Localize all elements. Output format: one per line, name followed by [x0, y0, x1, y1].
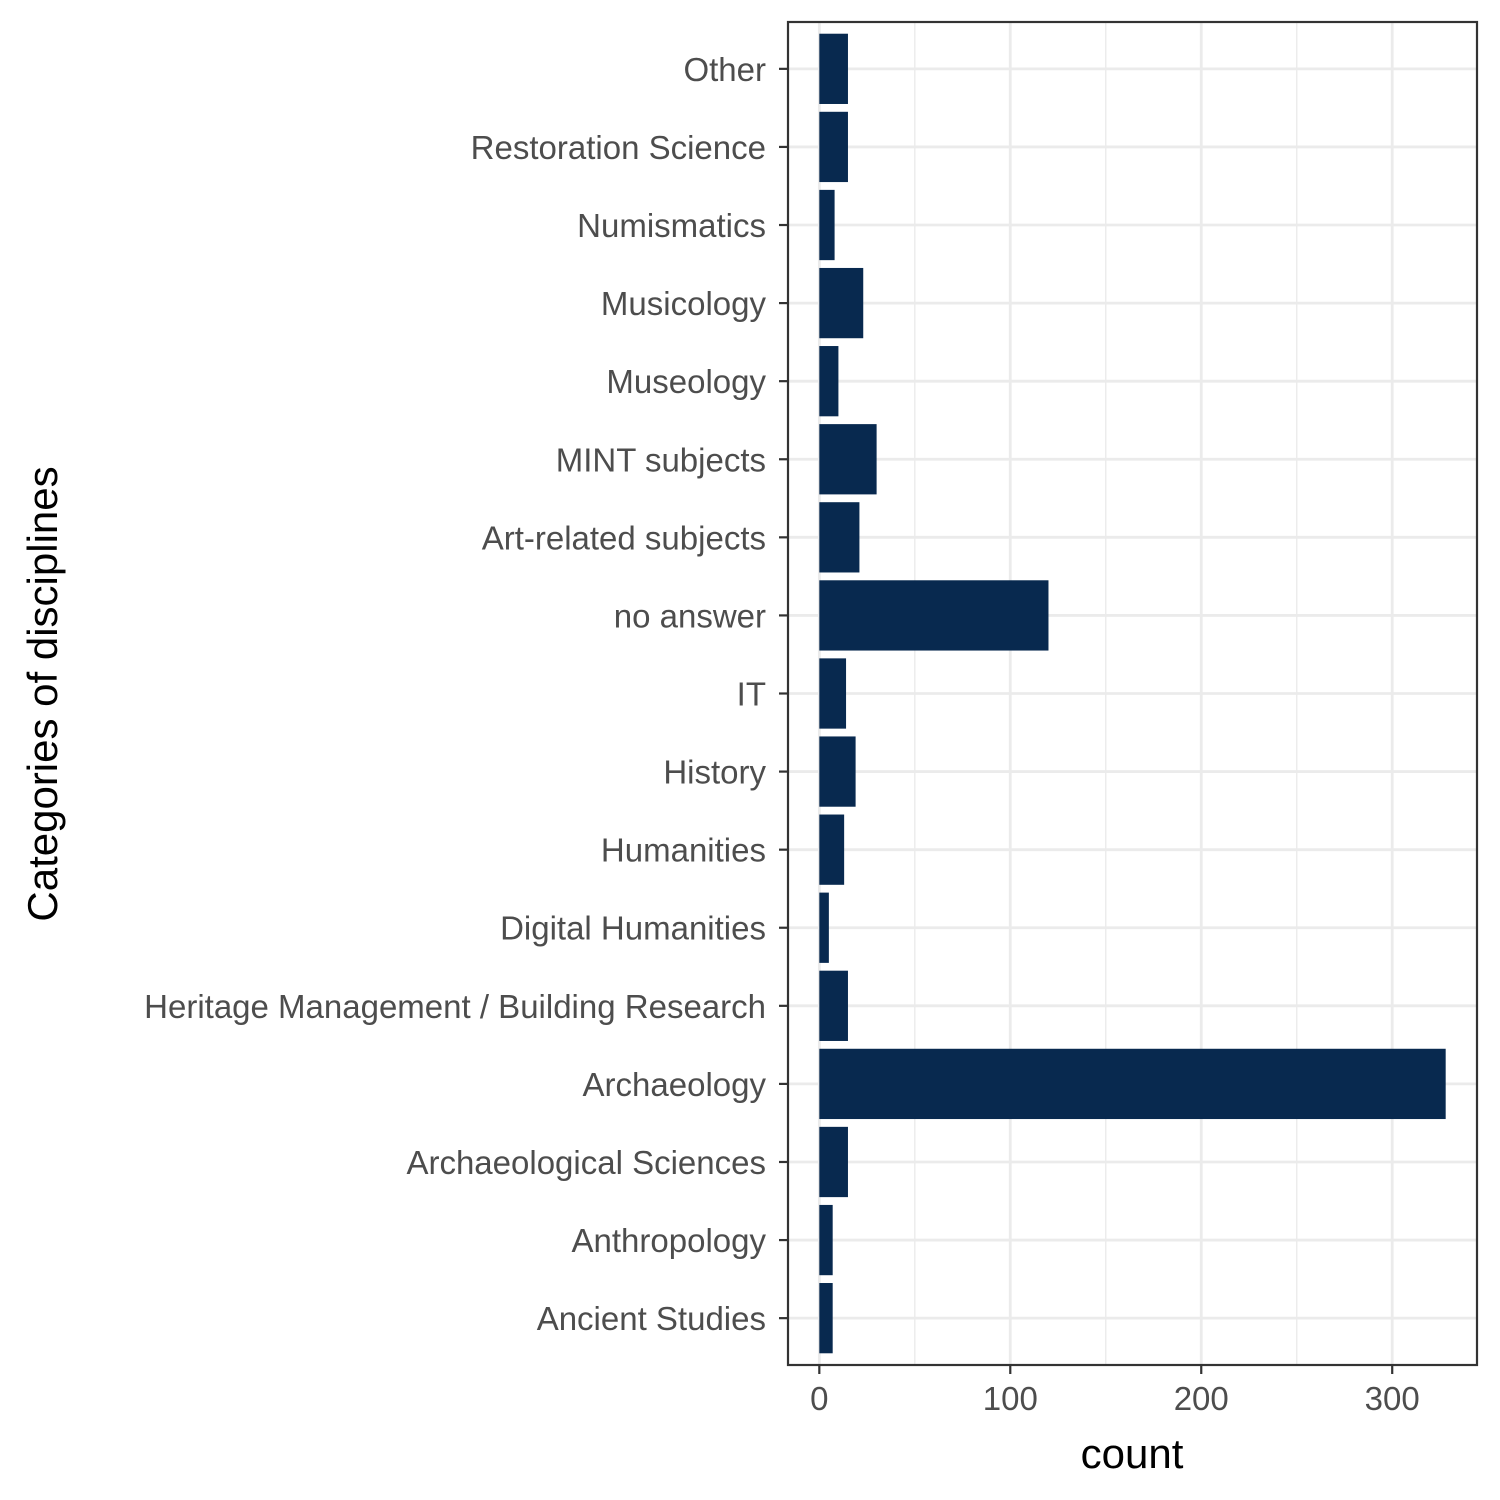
bar	[819, 970, 848, 1041]
x-tick-label: 300	[1365, 1380, 1420, 1417]
y-tick-label: Ancient Studies	[537, 1300, 766, 1337]
bar	[819, 580, 1049, 651]
y-tick-label: Restoration Science	[471, 129, 766, 166]
bar	[819, 1126, 848, 1198]
y-tick-label: Museology	[606, 363, 766, 400]
y-tick-label: IT	[737, 676, 766, 713]
bar	[819, 1283, 833, 1354]
bar	[819, 502, 860, 573]
y-tick-label: Archaeology	[583, 1066, 767, 1103]
bars	[819, 33, 1446, 1354]
bar	[819, 892, 829, 963]
y-tick-label: Musicology	[601, 285, 767, 322]
y-axis: Ancient Studies Anthropology Archaeologica…	[144, 51, 788, 1337]
x-axis-title: count	[1081, 1430, 1184, 1477]
y-tick-label: Heritage Management / Building Research	[144, 988, 766, 1025]
y-tick-label: Humanities	[601, 832, 766, 869]
y-tick-label: MINT subjects	[556, 441, 766, 478]
x-tick-label: 0	[810, 1380, 828, 1417]
y-tick-label: Digital Humanities	[500, 910, 766, 947]
bar	[819, 736, 856, 807]
y-tick-label: Anthropology	[572, 1222, 767, 1259]
bar	[819, 346, 839, 417]
x-axis: 0 100 200 300	[810, 1365, 1420, 1417]
y-tick-label: Other	[683, 51, 766, 88]
x-tick-label: 200	[1174, 1380, 1229, 1417]
bar	[819, 33, 848, 104]
bar	[819, 111, 848, 183]
bar	[819, 814, 845, 885]
y-tick-label: Art-related subjects	[482, 519, 766, 556]
bar	[819, 1048, 1446, 1120]
y-tick-label: no answer	[614, 597, 766, 634]
bar	[819, 267, 864, 339]
y-tick-label: Archaeological Sciences	[406, 1144, 766, 1181]
y-axis-title: Categories of disciplines	[19, 466, 66, 921]
y-tick-label: History	[663, 754, 766, 791]
y-tick-label: Numismatics	[577, 207, 766, 244]
bar	[819, 658, 847, 729]
bar	[819, 189, 835, 261]
bar	[819, 1204, 833, 1276]
bar	[819, 424, 877, 495]
x-tick-label: 100	[983, 1380, 1038, 1417]
